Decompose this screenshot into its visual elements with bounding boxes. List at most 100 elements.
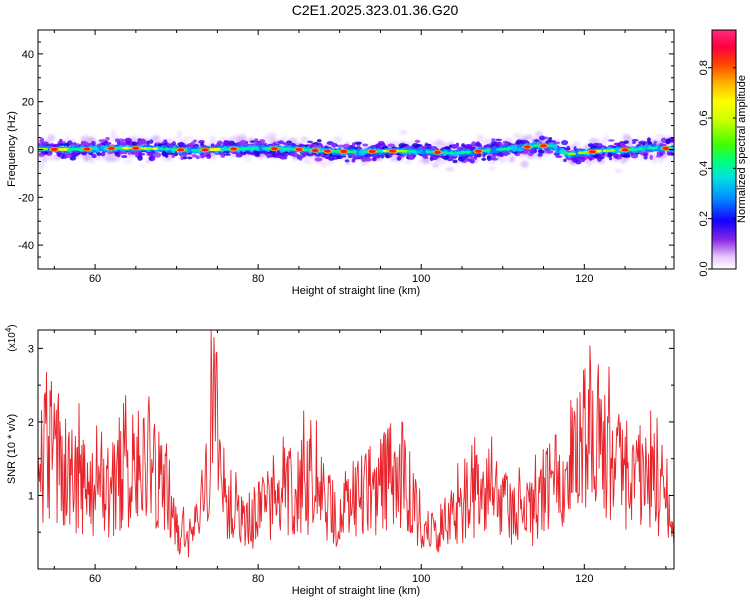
spectrogram-body-blob — [385, 154, 390, 159]
spectrogram-halo-blob — [82, 153, 90, 162]
spectrogram-body-blob — [69, 156, 77, 161]
spectrogram-core-blob — [462, 150, 472, 154]
spectrogram-core-blob — [409, 149, 417, 153]
spectrogram-body-blob — [114, 138, 120, 143]
spectrogram-body-blob — [607, 152, 613, 158]
spectrogram-body-blob — [630, 153, 639, 159]
spectrogram-y-tick-label: 0 — [28, 145, 34, 157]
colorbar-tick-label: 0.2 — [698, 211, 710, 226]
spectrogram-body-blob — [481, 157, 487, 161]
spectrogram-core-blob — [484, 148, 492, 152]
spectrogram-halo-blob — [512, 133, 523, 139]
spectrogram-core-blob — [157, 147, 165, 151]
spectrogram-body-blob — [105, 136, 110, 141]
spectrogram-halo-blob — [399, 130, 408, 135]
spectrogram-body-blob — [47, 151, 53, 155]
snr-scale-prefix: (x10 — [7, 332, 18, 352]
spectrogram-body-blob — [138, 140, 146, 145]
spectrogram-body-blob — [444, 146, 451, 150]
spectrogram-body-blob — [137, 153, 146, 156]
spectrogram-halo-blob — [498, 157, 507, 164]
spectrogram-body-blob — [101, 151, 106, 157]
spectrogram-halo-blob — [245, 157, 251, 162]
spectrogram-core-blob — [190, 149, 198, 152]
colorbar-tick-label: 0.4 — [698, 161, 710, 176]
snr-scale-close: ) — [7, 324, 18, 327]
spectrogram-body-blob — [469, 156, 475, 160]
spectrogram-hotspot — [311, 148, 319, 153]
snr-scale-exponent: 4 — [4, 327, 13, 332]
snr-y-tick-label: 2 — [28, 417, 34, 429]
spectrogram-body-blob — [153, 152, 162, 158]
spectrogram-y-tick-label: 20 — [22, 97, 34, 109]
spectrogram-body-blob — [102, 141, 108, 144]
spectrogram-body-blob — [643, 152, 649, 156]
spectrogram-hotspot — [389, 149, 397, 153]
spectrogram-core-blob — [596, 149, 602, 153]
spectrogram-hotspot — [201, 148, 209, 152]
spectrogram-halo-blob — [432, 162, 440, 168]
spectrogram-core-blob — [66, 147, 76, 151]
spectrogram-body-blob — [344, 159, 350, 163]
spectrogram-body-blob — [278, 140, 283, 144]
spectrogram-body-blob — [464, 143, 473, 149]
colorbar-tick-label: 0.6 — [698, 110, 710, 125]
spectrogram-body-blob — [469, 159, 475, 164]
spectrogram-body-blob — [258, 151, 264, 154]
spectrogram-body-blob — [70, 152, 79, 158]
spectrogram-halo-blob — [89, 158, 95, 165]
spectrogram-body-blob — [502, 140, 509, 145]
spectrogram-body-blob — [452, 159, 458, 164]
snr-y-label: SNR (10 * v/v) — [6, 414, 18, 484]
spectrogram-body-blob — [387, 143, 396, 148]
spectrogram-heatmap — [38, 129, 674, 173]
spectrogram-halo-blob — [247, 136, 254, 141]
spectrogram-body-blob — [351, 158, 356, 163]
spectrogram-body-blob — [186, 156, 193, 160]
spectrogram-core-blob — [638, 147, 644, 151]
spectrogram-body-blob — [449, 144, 453, 148]
spectrogram-body-blob — [107, 142, 112, 145]
spectrogram-body-blob — [561, 139, 569, 146]
spectrogram-hotspot — [271, 147, 278, 151]
spectrogram-body-blob — [622, 154, 631, 158]
spectrogram-core-blob — [532, 144, 540, 148]
spectrogram-halo-blob — [110, 133, 117, 141]
spectrogram-halo-blob — [614, 168, 623, 173]
spectrogram-x-tick-label: 80 — [252, 273, 264, 285]
spectrogram-halo-blob — [333, 136, 343, 144]
spectrogram-core-blob — [546, 144, 556, 148]
spectrogram-body-blob — [656, 155, 662, 158]
colorbar-axes: 0.0 0.2 0.4 0.6 0.8 — [698, 60, 736, 277]
spectrogram-body-blob — [314, 157, 323, 162]
spectrogram-halo-blob — [38, 161, 45, 169]
spectrogram-core-blob — [448, 151, 456, 155]
spectrogram-halo-blob — [390, 157, 395, 162]
spectrogram-halo-blob — [520, 160, 529, 168]
spectrogram-body-blob — [91, 153, 97, 159]
spectrogram-body-blob — [182, 156, 188, 160]
spectrogram-body-blob — [553, 152, 560, 156]
spectrogram-body-blob — [649, 154, 653, 160]
spectrogram-halo-blob — [487, 166, 498, 171]
spectrogram-body-blob — [240, 139, 247, 145]
spectrogram-halo-blob — [184, 136, 194, 141]
spectrogram-body-blob — [146, 153, 154, 156]
spectrogram-body-blob — [656, 151, 661, 157]
spectrogram-hotspot — [540, 144, 547, 148]
spectrogram-body-blob — [58, 143, 65, 147]
spectrogram-body-blob — [149, 139, 154, 144]
snr-panel: 60 80 100 120 1 2 3 Height of straight line (k… — [4, 324, 675, 597]
spectrogram-body-blob — [306, 140, 313, 144]
spectrogram-body-blob — [377, 140, 385, 146]
spectrogram-hotspot — [177, 148, 185, 152]
spectrogram-halo-blob — [155, 135, 160, 139]
svg-text:(x104): (x104) — [4, 324, 18, 351]
spectrogram-body-blob — [275, 153, 283, 159]
spectrogram-hotspot — [324, 149, 331, 153]
spectrogram-body-blob — [137, 155, 143, 161]
spectrogram-body-blob — [608, 139, 615, 142]
spectrogram-halo-blob — [123, 160, 133, 164]
spectrogram-body-blob — [354, 141, 362, 145]
spectrogram-body-blob — [249, 140, 256, 143]
